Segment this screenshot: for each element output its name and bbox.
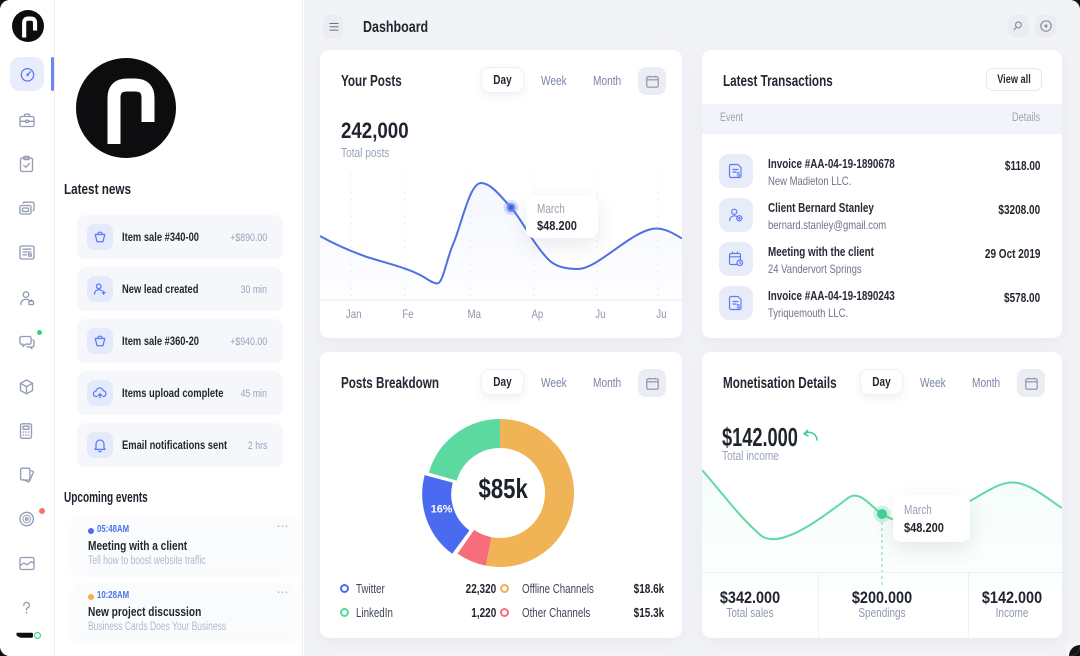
svg-text:$: $ [737,172,741,179]
svg-text:$: $ [737,304,741,311]
svg-text:16%: 16% [431,504,453,516]
